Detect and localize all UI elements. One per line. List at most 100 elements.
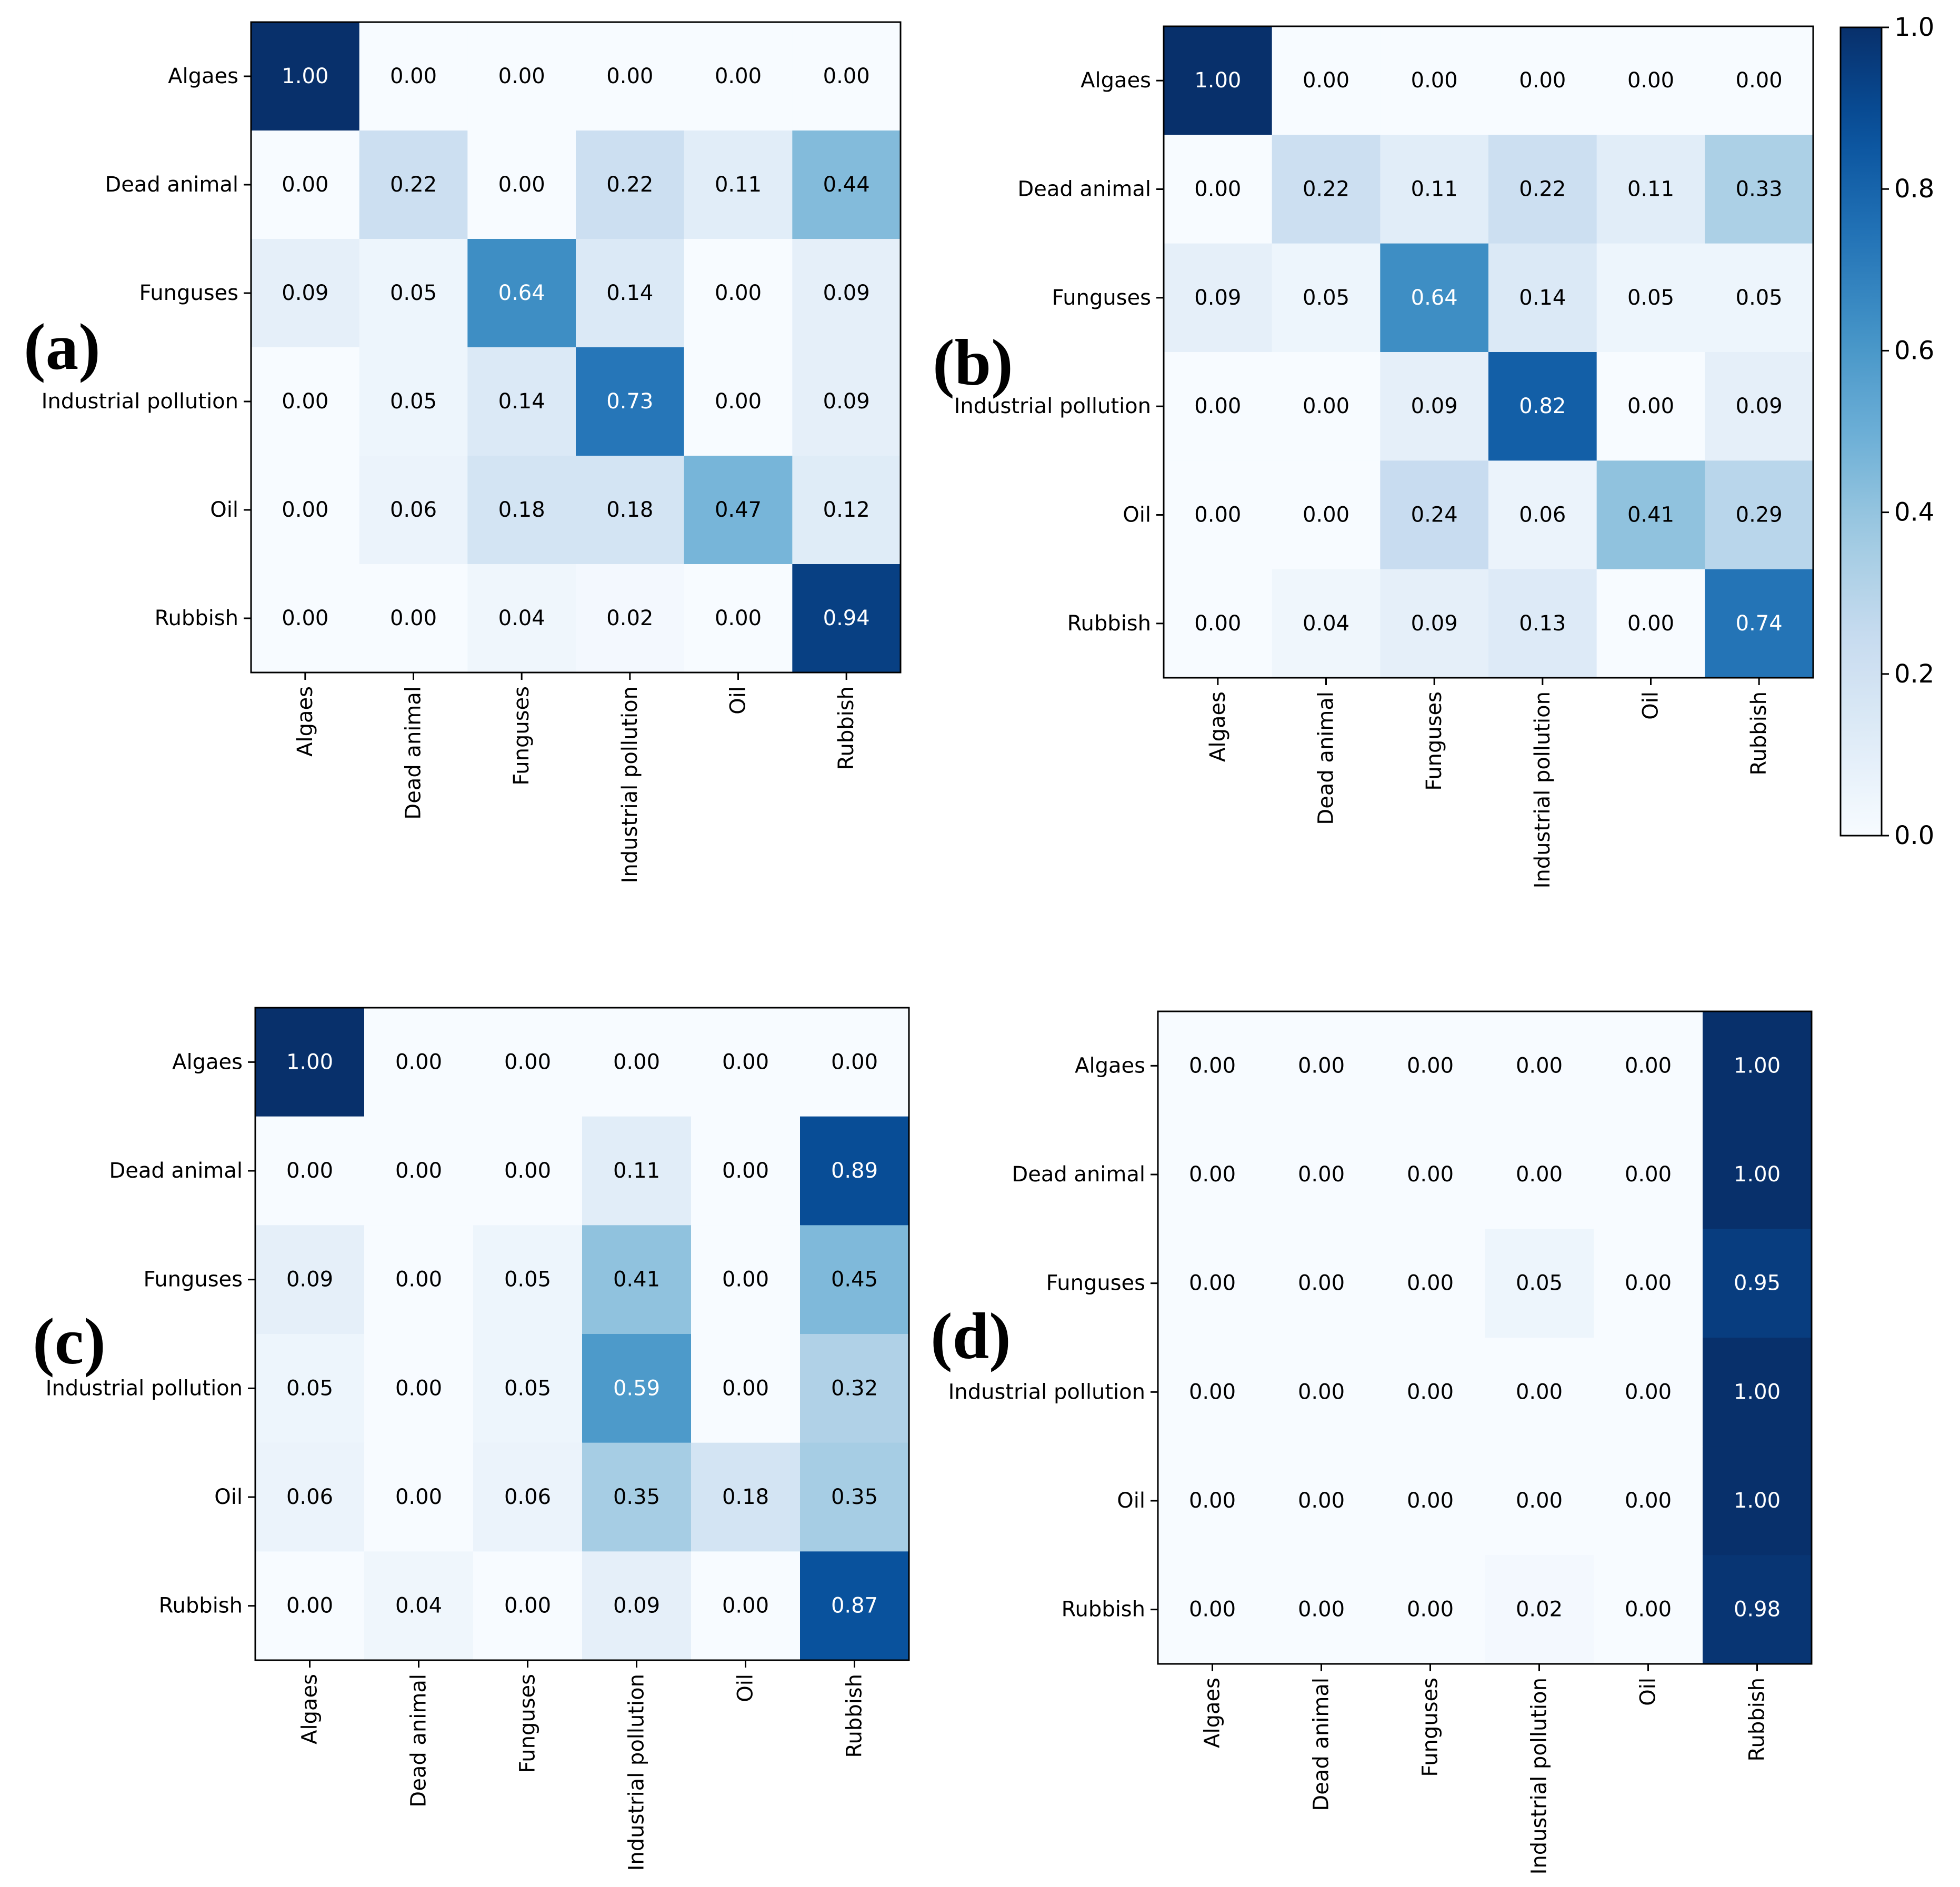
cell-value-label: 0.13 bbox=[1519, 611, 1566, 636]
y-tick-label: Algaes bbox=[1075, 1053, 1145, 1078]
heatmap-cell bbox=[1485, 1555, 1594, 1664]
heatmap-cell bbox=[1596, 460, 1705, 570]
heatmap-cell bbox=[473, 1008, 583, 1117]
cell-value-label: 0.94 bbox=[823, 606, 870, 630]
heatmap-panel-a: 1.00 0.00 0.00 0.00 0.00 0.00 0.00 0.22 0.00 0.22… bbox=[24, 21, 902, 883]
cell-value-label: 0.00 bbox=[1516, 1053, 1563, 1078]
heatmap-cell bbox=[1705, 569, 1814, 678]
cell-value-label: 0.00 bbox=[1407, 1489, 1454, 1513]
colorbar-tick-label: 0.2 bbox=[1894, 659, 1934, 689]
heatmap-cell bbox=[255, 1116, 365, 1226]
heatmap-cell bbox=[1380, 135, 1489, 244]
cell-value-label: 0.11 bbox=[715, 173, 762, 197]
heatmap-cell bbox=[1376, 1011, 1485, 1121]
heatmap-cell bbox=[1703, 1555, 1812, 1664]
y-tick-label: Industrial pollution bbox=[46, 1376, 243, 1400]
cell-value-label: 0.00 bbox=[286, 1594, 333, 1618]
heatmap-cell bbox=[1158, 1229, 1267, 1338]
x-tick-label: Dead animal bbox=[1309, 1678, 1334, 1811]
cell-value-label: 0.00 bbox=[1407, 1162, 1454, 1187]
heatmap-cell bbox=[576, 347, 685, 456]
heatmap-cell bbox=[1596, 569, 1705, 678]
cell-value-label: 0.00 bbox=[715, 64, 762, 88]
cell-value-label: 0.06 bbox=[286, 1485, 333, 1509]
cell-value-label: 0.00 bbox=[282, 498, 328, 522]
heatmap-cell bbox=[467, 456, 576, 565]
heatmap-cell bbox=[364, 1334, 474, 1443]
heatmap-frame bbox=[254, 1007, 910, 1661]
heatmap-cell bbox=[1488, 243, 1597, 353]
heatmap-cell bbox=[255, 1334, 365, 1443]
cell-value-label: 0.00 bbox=[1189, 1271, 1236, 1296]
cell-value-label: 0.02 bbox=[606, 606, 653, 630]
panel-label: (d) bbox=[931, 1300, 1011, 1373]
cell-value-label: 0.00 bbox=[1194, 394, 1241, 418]
cell-value-label: 0.11 bbox=[1627, 177, 1674, 202]
cell-value-label: 0.35 bbox=[613, 1485, 660, 1509]
heatmap-cell bbox=[1596, 135, 1705, 244]
heatmap-cell bbox=[1272, 569, 1381, 678]
heatmap-cell bbox=[467, 239, 576, 348]
x-tick-label: Industrial pollution bbox=[625, 1674, 649, 1871]
heatmap-cell bbox=[1485, 1011, 1594, 1121]
cell-value-label: 0.00 bbox=[1407, 1271, 1454, 1296]
cell-value-label: 0.22 bbox=[1519, 177, 1566, 202]
cell-value-label: 0.00 bbox=[282, 389, 328, 414]
heatmap-cell bbox=[251, 131, 360, 239]
cell-value-label: 0.00 bbox=[1625, 1271, 1672, 1296]
heatmap-cell bbox=[1380, 243, 1489, 353]
cell-value-label: 0.00 bbox=[286, 1159, 333, 1183]
heatmap-cell bbox=[364, 1225, 474, 1334]
cell-value-label: 0.00 bbox=[1625, 1162, 1672, 1187]
y-tick-label: Algaes bbox=[172, 1050, 243, 1074]
heatmap-frame bbox=[1163, 25, 1814, 679]
cell-value-label: 0.00 bbox=[1298, 1162, 1345, 1187]
cell-value-label: 0.00 bbox=[715, 606, 762, 630]
x-tick-label: Funguses bbox=[509, 686, 534, 786]
cell-value-label: 0.00 bbox=[1516, 1380, 1563, 1404]
heatmap-cell bbox=[1158, 1120, 1267, 1229]
y-tick-label: Dead animal bbox=[109, 1159, 243, 1183]
cell-value-label: 1.00 bbox=[1734, 1489, 1781, 1513]
heatmap-cell bbox=[359, 131, 468, 239]
heatmap-cell bbox=[467, 131, 576, 239]
y-tick-label: Rubbish bbox=[155, 606, 238, 630]
panel-label: (c) bbox=[33, 1306, 106, 1378]
cell-value-label: 0.00 bbox=[282, 173, 328, 197]
cell-value-label: 0.09 bbox=[823, 389, 870, 414]
cell-value-label: 0.00 bbox=[1194, 503, 1241, 527]
x-tick-label: Dead animal bbox=[402, 686, 426, 820]
cell-value-label: 0.00 bbox=[1516, 1162, 1563, 1187]
heatmap-cell bbox=[1267, 1229, 1376, 1338]
cell-value-label: 0.06 bbox=[1519, 503, 1566, 527]
heatmap-cell bbox=[691, 1442, 801, 1552]
heatmap-cell bbox=[1158, 1446, 1267, 1555]
heatmap-cell bbox=[1703, 1446, 1812, 1555]
colorbar: 0.0 0.2 0.4 0.6 0.8 1.0 bbox=[1839, 13, 1934, 850]
cell-value-label: 0.00 bbox=[722, 1376, 769, 1400]
cell-value-label: 0.09 bbox=[282, 281, 328, 305]
heatmap-cell bbox=[1594, 1229, 1703, 1338]
heatmap-cell bbox=[800, 1116, 909, 1226]
heatmap-cell bbox=[1485, 1120, 1594, 1229]
heatmap-cell bbox=[359, 239, 468, 348]
heatmap-cell bbox=[1488, 460, 1597, 570]
heatmap-cell bbox=[691, 1116, 801, 1226]
cell-value-label: 0.00 bbox=[395, 1050, 442, 1074]
heatmap-cell bbox=[684, 456, 793, 565]
cell-value-label: 0.00 bbox=[282, 606, 328, 630]
cell-value-label: 0.00 bbox=[1625, 1598, 1672, 1622]
heatmap-cell bbox=[255, 1442, 365, 1552]
colorbar-bar bbox=[1839, 26, 1883, 837]
heatmap-cell bbox=[1272, 26, 1381, 135]
x-tick-label: Oil bbox=[734, 1674, 758, 1702]
heatmap-cell bbox=[582, 1008, 692, 1117]
cell-value-label: 0.00 bbox=[1627, 68, 1674, 93]
cell-value-label: 0.00 bbox=[1627, 611, 1674, 636]
cell-value-label: 0.00 bbox=[1625, 1053, 1672, 1078]
heatmap-cell bbox=[1596, 243, 1705, 353]
x-tick-label: Algaes bbox=[1206, 691, 1230, 762]
y-tick-label: Funguses bbox=[1052, 286, 1151, 310]
cell-value-label: 0.00 bbox=[1519, 68, 1566, 93]
